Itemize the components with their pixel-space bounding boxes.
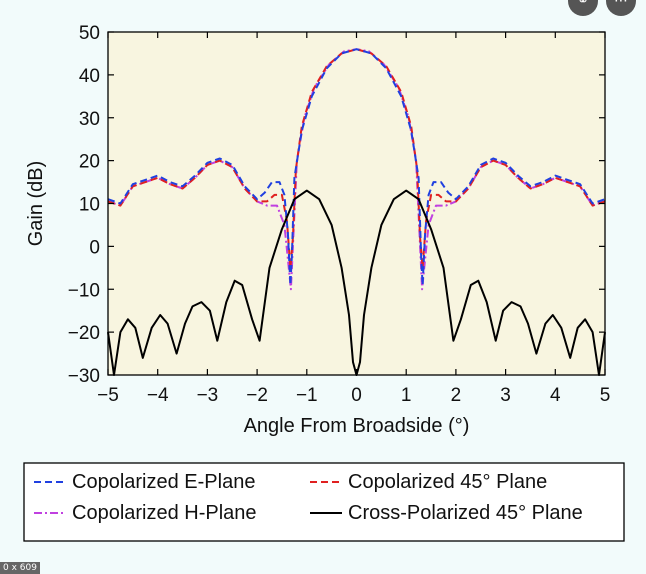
x-axis-label: Angle From Broadside (°) bbox=[244, 415, 470, 437]
y-axis: −30 −20 −10 0 10 20 30 40 50 bbox=[68, 23, 605, 387]
y-tick-label: −30 bbox=[68, 366, 100, 387]
x-tick-label: −5 bbox=[97, 385, 119, 406]
x-tick-label: −2 bbox=[246, 385, 268, 406]
series-line bbox=[107, 48, 606, 286]
more-icon[interactable]: ⋯ bbox=[606, 0, 636, 16]
link-icon[interactable]: ⚭ bbox=[568, 0, 598, 16]
dimension-badge: 0 x 609 bbox=[0, 562, 40, 574]
y-tick-label: −20 bbox=[68, 323, 100, 344]
x-tick-label: 2 bbox=[451, 385, 462, 406]
x-axis: −5 −4 −3 −2 −1 0 1 2 3 4 5 bbox=[97, 32, 610, 406]
y-tick-label: 0 bbox=[89, 237, 100, 258]
y-tick-label: 30 bbox=[79, 109, 100, 130]
y-tick-label: 20 bbox=[79, 152, 100, 173]
legend-items: Copolarized E-Plane Copolarized 45° Plane… bbox=[34, 471, 583, 524]
legend-label: Cross-Polarized 45° Plane bbox=[348, 502, 583, 524]
x-tick-label: 1 bbox=[401, 385, 412, 406]
y-tick-label: 10 bbox=[79, 195, 100, 216]
x-tick-label: −4 bbox=[147, 385, 169, 406]
x-tick-label: 4 bbox=[550, 385, 561, 406]
x-tick-label: 5 bbox=[600, 385, 611, 406]
y-axis-label: Gain (dB) bbox=[25, 161, 47, 247]
legend-label: Copolarized H-Plane bbox=[72, 502, 257, 524]
legend-label: Copolarized 45° Plane bbox=[348, 471, 547, 493]
x-tick-label: 3 bbox=[500, 385, 511, 406]
x-tick-label: −1 bbox=[296, 385, 318, 406]
legend bbox=[23, 462, 625, 542]
plot-area bbox=[108, 32, 605, 375]
legend-label: Copolarized E-Plane bbox=[72, 471, 255, 493]
series-group bbox=[107, 48, 606, 376]
x-tick-label: −3 bbox=[197, 385, 219, 406]
corner-controls: ⚭ ⋯ bbox=[568, 0, 636, 16]
y-tick-label: 50 bbox=[79, 23, 100, 44]
x-tick-label: 0 bbox=[351, 385, 362, 406]
series-line bbox=[107, 48, 606, 269]
y-tick-label: 40 bbox=[79, 66, 100, 87]
y-tick-label: −10 bbox=[68, 280, 100, 301]
